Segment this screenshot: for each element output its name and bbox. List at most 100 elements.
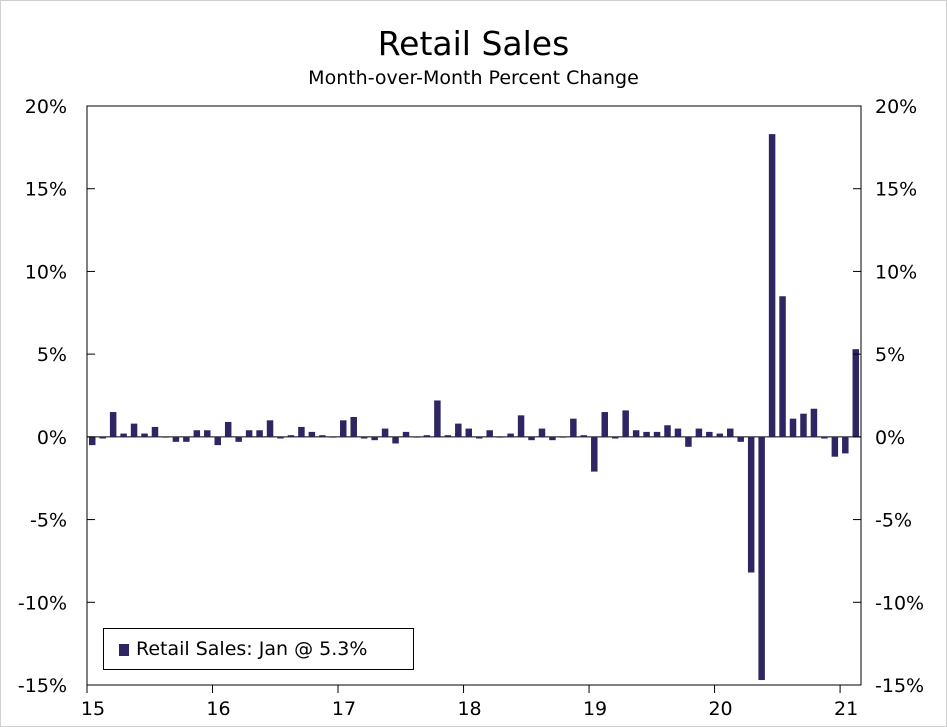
bar [434,400,441,437]
y-tick-label-right: 20% [875,96,917,118]
x-tick-label: 21 [834,698,858,720]
bar [245,430,253,437]
y-tick-label-left: 20% [25,96,67,118]
bar [392,436,399,444]
bar [141,433,148,437]
x-tick-label: 15 [81,698,105,720]
y-tick-label-right: 15% [875,179,917,201]
bar [266,420,274,437]
bar [423,435,431,437]
y-tick-label-left: 15% [25,179,67,201]
bar [591,436,598,472]
bar [88,436,96,446]
bar [402,431,410,437]
bar [852,349,860,437]
bar [183,436,190,442]
bar [768,134,776,437]
bar [151,426,159,437]
bar [800,413,807,437]
bar [465,428,473,437]
legend: Retail Sales: Jan @ 5.3% [103,628,414,670]
bar [287,435,295,437]
bar [779,296,786,437]
y-tick-label-right: 0% [875,427,905,449]
bar [204,430,211,437]
bar [172,436,180,442]
bar [444,435,452,437]
bar [224,421,232,437]
y-tick-label-left: -15% [18,675,67,697]
bar [664,425,671,437]
bar [214,436,221,446]
bar [360,436,368,439]
bar [496,436,504,438]
bar [685,436,692,447]
bar [507,433,514,437]
bar [580,435,588,437]
y-tick-label-right: -10% [875,592,924,614]
bar [329,436,337,438]
bar [528,436,535,441]
x-tick-label: 19 [583,698,607,720]
y-tick-label-left: 5% [37,344,67,366]
bar [475,436,483,439]
bar [695,428,703,437]
bar [747,436,755,573]
chart-subtitle: Month-over-Month Percent Change [308,67,639,89]
bar [601,412,608,437]
x-tick-label: 16 [206,698,230,720]
y-tick-label-right: -15% [875,675,924,697]
bar [727,428,734,437]
bar [706,431,713,437]
y-tick-label-left: -5% [30,510,67,532]
bar [538,428,546,437]
bar [611,436,619,439]
y-tick-label-right: 10% [875,261,917,283]
bar [413,436,420,438]
bar [99,436,106,439]
bar [821,436,828,439]
axes-layer [86,105,862,686]
x-tick-label: 17 [332,698,356,720]
bar [643,431,650,437]
bar [298,426,305,437]
x-tick-label: 20 [708,698,732,720]
bar [371,436,378,441]
y-tick-label-right: -5% [875,510,912,532]
bar [486,430,493,437]
bar [162,436,169,438]
bar [256,430,263,437]
bar [130,423,138,437]
bar [831,436,839,457]
bar [622,410,629,437]
ticks-layer: 20% 20% 15% 15% 10% 10% 5% 5% 0% 0% -5% -5% -10% -10%… [18,96,924,720]
bars-layer [88,134,860,681]
bar [193,430,201,437]
bar [716,433,724,437]
bar [842,436,849,454]
bar [235,436,242,442]
bar [381,428,389,437]
y-tick-label-left: 10% [25,261,67,283]
chart-title: Retail Sales [377,24,570,63]
bar [277,436,284,439]
bar [653,431,661,437]
bar [308,431,316,437]
bar [455,423,462,437]
legend-label: Retail Sales: Jan @ 5.3% [136,638,368,660]
bar [350,417,357,437]
y-tick-label-left: 0% [37,427,67,449]
bar [120,433,127,437]
bar [758,436,765,681]
bar [810,408,818,437]
plot-border [86,105,862,686]
bar [109,412,117,437]
bar [549,436,556,441]
legend-swatch [119,644,129,656]
bar [340,420,347,437]
bar [319,435,326,437]
bar [632,430,640,437]
bar [559,436,567,438]
x-tick-label: 18 [457,698,481,720]
